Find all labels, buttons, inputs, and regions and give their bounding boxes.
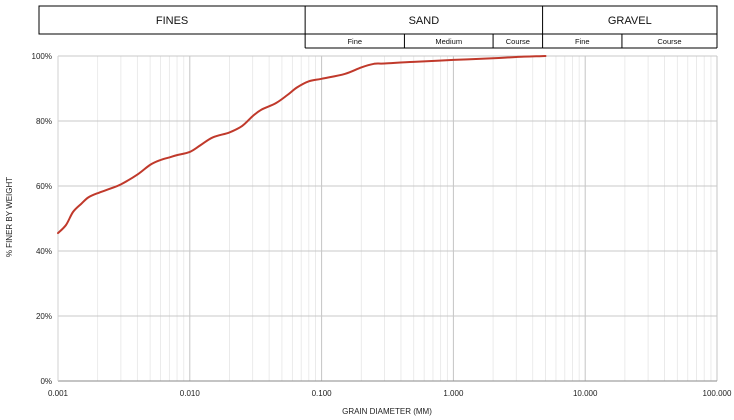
y-tick-label: 60% bbox=[36, 182, 52, 191]
band-group-label: FINES bbox=[156, 15, 188, 27]
y-tick-label: 0% bbox=[40, 377, 52, 386]
band-subgroup-label: Course bbox=[506, 37, 530, 46]
y-tick-label: 80% bbox=[36, 117, 52, 126]
band-frame bbox=[38, 5, 718, 35]
axes: 0% 20% 40% 60% 80% 100% 0.001 0.010 0.100 1.000 10… bbox=[32, 52, 732, 398]
x-tick-label: 100.000 bbox=[703, 389, 732, 398]
y-tick-label: 20% bbox=[36, 312, 52, 321]
y-tick-label: 100% bbox=[32, 52, 52, 61]
band-group-label: GRAVEL bbox=[608, 15, 652, 27]
soil-classification-band: FINES SAND Fine Medium Course GRAVEL Fine Cours… bbox=[38, 5, 718, 49]
band-subgroup-label: Medium bbox=[435, 37, 462, 46]
x-axis-label: GRAIN DIAMETER (MM) bbox=[342, 407, 432, 416]
x-tick-label: 0.010 bbox=[180, 389, 201, 398]
x-tick-label: 0.100 bbox=[312, 389, 333, 398]
x-tick-label: 0.001 bbox=[48, 389, 69, 398]
x-tick-label: 10.000 bbox=[573, 389, 598, 398]
series-layer bbox=[57, 55, 547, 235]
y-axis-label: % FINER BY WEIGHT bbox=[5, 177, 14, 257]
x-tick-label: 1.000 bbox=[443, 389, 464, 398]
plot-grid bbox=[57, 55, 718, 382]
band-subgroup-label: Course bbox=[657, 37, 681, 46]
band-subgroup-label: Fine bbox=[347, 37, 362, 46]
band-subgroup-label: Fine bbox=[575, 37, 590, 46]
gradation-curve bbox=[57, 55, 547, 235]
y-tick-label: 40% bbox=[36, 247, 52, 256]
band-group-label: SAND bbox=[409, 15, 440, 27]
